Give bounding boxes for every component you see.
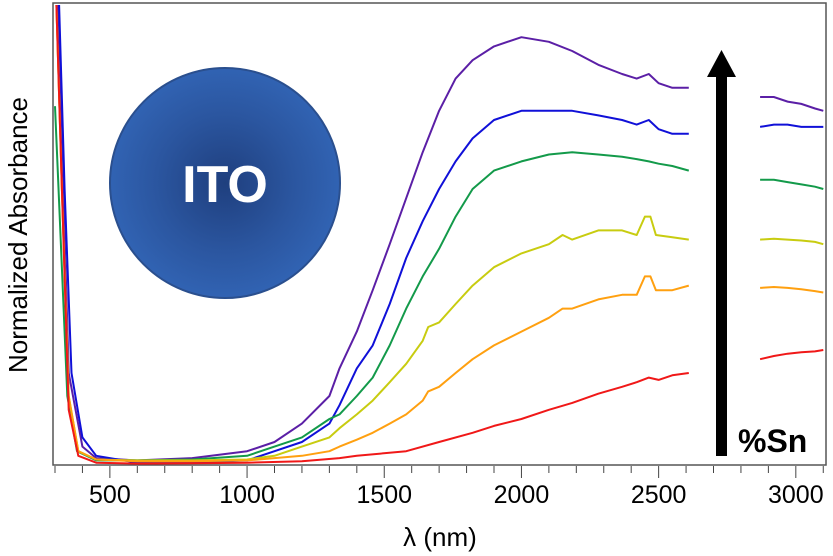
arrow-label: %Sn [738,423,807,459]
ito-badge-label: ITO [182,156,268,214]
series-line-extended [760,178,824,190]
series-line-extended [759,349,824,361]
series-line-extended [760,237,824,246]
sn-arrow: %Sn [707,50,807,459]
series-line [55,4,690,463]
series-4 [55,4,824,463]
arrow-up-icon [707,50,736,77]
x-tick-label: 2500 [631,481,687,509]
x-axis-tick-labels: 500 1000 1500 2000 2500 3000 [89,481,824,509]
x-tick-label: 3000 [768,481,824,509]
x-tick-label: 1500 [356,481,412,509]
y-axis-title: Normalized Absorbance [3,97,33,373]
x-axis-ticks [54,466,824,478]
x-tick-label: 1000 [219,481,275,509]
ito-badge: ITO [109,67,341,299]
series-group [54,4,824,465]
x-tick-label: 500 [89,481,131,509]
series-line-extended [759,123,824,128]
series-line-extended [760,285,824,294]
series-5 [55,4,824,465]
x-axis-title: λ (nm) [403,522,477,552]
series-line [55,4,689,465]
ito-badge-circle [109,67,341,299]
series-line-extended [760,96,824,112]
x-tick-label: 2000 [494,481,550,509]
arrow-shaft [716,76,727,456]
